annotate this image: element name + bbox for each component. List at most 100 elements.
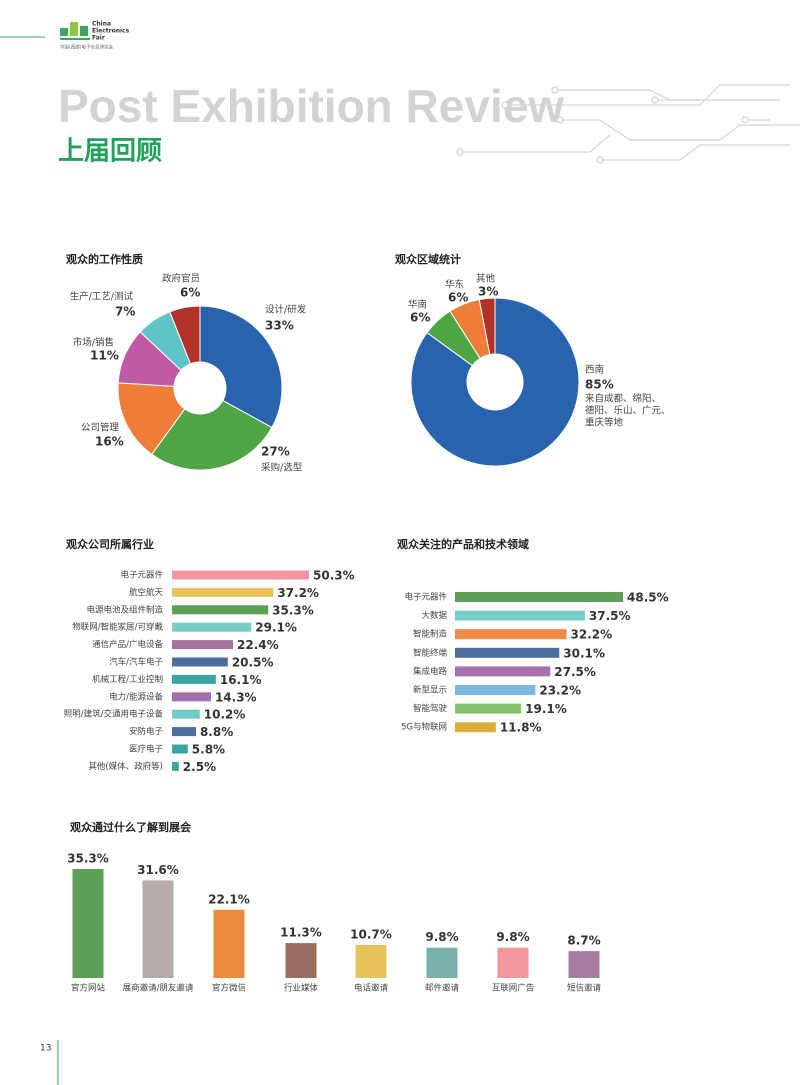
bar: [172, 657, 228, 667]
slice-label: 西南: [585, 364, 604, 376]
bar: [172, 622, 252, 632]
bar-value: 48.5%: [627, 591, 669, 605]
bar-label: 照明/建筑/交通用电子设备: [64, 709, 164, 720]
bar: [172, 605, 269, 615]
bar: [455, 685, 536, 695]
bar-value: 14.3%: [215, 690, 257, 704]
bar-value: 23.2%: [539, 684, 581, 698]
bar-label: 电话邀请: [354, 983, 389, 994]
annotation: 重庆等地: [585, 417, 624, 429]
slice-label: 华南: [408, 299, 427, 311]
bar: [497, 947, 529, 978]
bar: [172, 744, 188, 754]
bar: [172, 727, 196, 737]
slice-value: 6%: [448, 291, 468, 305]
slice-value: 33%: [265, 319, 294, 333]
bar-label: 汽车/汽车电子: [109, 657, 163, 668]
bar-label: 机械工程/工业控制: [92, 674, 163, 685]
bar-label: 集成电路: [413, 666, 448, 677]
bar-value: 19.1%: [525, 702, 567, 716]
bar-label: 大数据: [421, 610, 447, 621]
bar: [172, 709, 200, 719]
bar: [172, 761, 179, 771]
annotation: 德阳、乐山、广元、: [585, 405, 671, 417]
bar-label: 航空航天: [129, 587, 164, 598]
bar-value: 8.7%: [567, 934, 600, 948]
slice-label: 市场/销售: [73, 337, 114, 349]
bar-value: 22.4%: [237, 638, 279, 652]
bar-value: 16.1%: [220, 673, 262, 687]
bar: [455, 592, 623, 602]
bar-label: 新型显示: [413, 685, 447, 696]
bar-label: 安防电子: [129, 726, 164, 737]
bar-label: 互联网广告: [492, 983, 535, 994]
logo-line: Electronics: [92, 28, 130, 35]
bar-value: 11.3%: [280, 926, 322, 940]
slice-label: 政府官员: [162, 273, 200, 285]
bar: [285, 943, 317, 978]
bar-value: 10.2%: [204, 708, 246, 722]
bar-label: 智能终端: [413, 647, 448, 658]
bar-value: 35.3%: [272, 603, 314, 617]
donut-slice: [199, 305, 283, 429]
slice-value: 85%: [585, 378, 614, 392]
slice-label: 华东: [445, 279, 464, 291]
bar: [172, 640, 234, 650]
bar-value: 27.5%: [554, 665, 596, 679]
bar-label: 官方网站: [71, 983, 106, 994]
bar-value: 31.6%: [137, 863, 179, 877]
slice-label: 其他: [476, 273, 496, 285]
bar-value: 22.1%: [208, 892, 250, 906]
title-en: Post Exhibition Review: [58, 80, 564, 132]
title-cn: 上届回顾: [58, 137, 162, 167]
bar-label: 电子元器件: [120, 570, 163, 581]
bar-value: 10.7%: [350, 927, 392, 941]
slice-label: 生产/工艺/测试: [70, 291, 134, 303]
slice-value: 6%: [180, 286, 200, 300]
slice-value: 6%: [410, 311, 430, 325]
logo-line: China: [92, 21, 111, 28]
donut-slice: [169, 305, 201, 365]
bar-value: 30.1%: [563, 646, 605, 660]
page-number: 13: [40, 1044, 51, 1054]
bar: [172, 692, 211, 702]
bar-label: 短信邀请: [567, 983, 602, 994]
bar-label: 医疗电子: [129, 744, 164, 755]
bar-label: 智能驾驶: [413, 703, 448, 714]
bar: [213, 909, 245, 978]
bar-label: 电力/能源设备: [109, 691, 163, 702]
chart-title: 观众的工作性质: [66, 252, 143, 266]
logo-subtitle: 中国(西部)电子信息博览会: [60, 44, 114, 51]
bar-value: 20.5%: [232, 656, 274, 670]
bar-label: 电源电池及组件制造: [86, 604, 163, 615]
bar-value: 37.5%: [589, 609, 631, 623]
bar-label: 智能制造: [413, 629, 448, 640]
bar: [568, 951, 600, 978]
bar-value: 5.8%: [192, 743, 225, 757]
bar-value: 9.8%: [496, 930, 529, 944]
bar-label: 其他(媒体、政府等): [88, 761, 163, 772]
bar: [455, 703, 522, 714]
bar: [455, 629, 567, 640]
slice-label: 公司管理: [81, 422, 120, 434]
bar: [172, 587, 274, 597]
donut-slice: [151, 399, 273, 471]
bar: [455, 610, 585, 621]
bar: [455, 647, 560, 658]
bar-value: 8.8%: [200, 725, 233, 739]
slice-value: 3%: [478, 285, 498, 299]
bar-label: 展商邀请/朋友邀请: [123, 983, 194, 994]
bar-value: 32.2%: [571, 628, 613, 642]
bar-label: 物联网/智能家居/可穿戴: [72, 622, 163, 633]
bar: [72, 869, 104, 978]
bar-value: 11.8%: [500, 721, 542, 735]
bar: [355, 944, 387, 978]
bar-value: 37.2%: [277, 586, 319, 600]
bar: [426, 947, 458, 978]
slice-label: 设计/研发: [265, 304, 307, 316]
bar-value: 2.5%: [183, 760, 216, 774]
bar-label: 邮件邀请: [425, 983, 460, 994]
bar: [455, 666, 551, 677]
chart-title: 观众通过什么了解到展会: [70, 820, 192, 834]
logo: [60, 22, 90, 40]
